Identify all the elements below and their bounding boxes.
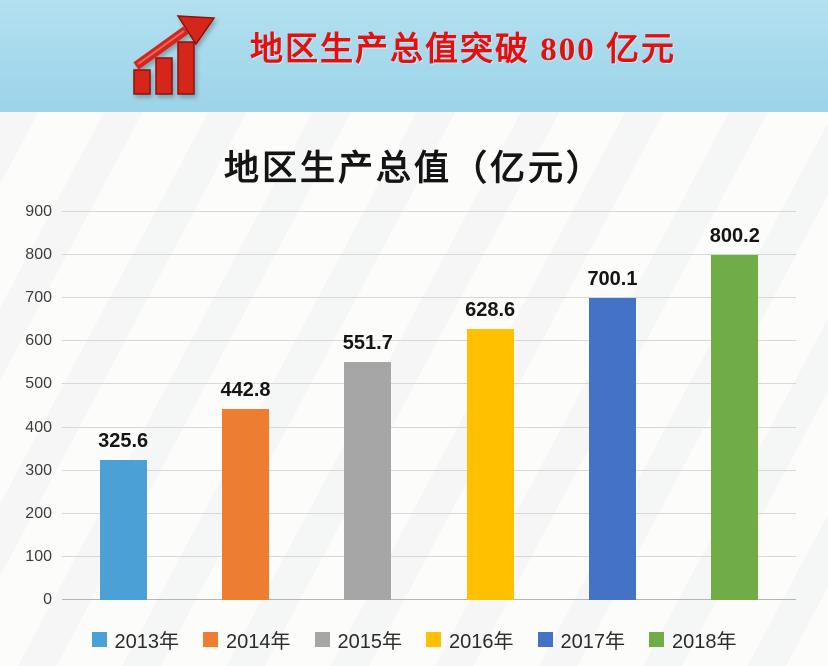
banner-title: 地区生产总值突破 800 亿元 <box>250 32 676 68</box>
y-axis-tick-label: 600 <box>25 332 52 350</box>
legend-label: 2017年 <box>560 631 626 653</box>
bar-column-2017年: 700.1 <box>557 212 667 600</box>
legend-swatch <box>649 632 664 647</box>
bar-column-2015年: 551.7 <box>313 212 423 600</box>
bar-value-label: 325.6 <box>98 429 149 452</box>
gridline <box>62 340 796 342</box>
gridline <box>62 469 796 471</box>
rising-bar-chart-icon <box>128 14 220 98</box>
gridline <box>62 555 796 557</box>
gridline <box>62 426 796 428</box>
legend-swatch <box>203 632 218 647</box>
gridline <box>62 512 796 514</box>
legend-label: 2016年 <box>449 631 514 653</box>
gridline <box>62 254 796 256</box>
legend-item-2016年: 2016年 <box>426 625 514 654</box>
legend: 2013年 2014年 2015年 2016年 2017年 2018年 <box>0 625 828 654</box>
bar-column-2016年: 628.6 <box>435 212 545 600</box>
header-banner: 地区生产总值突破 800 亿元 <box>0 0 828 112</box>
bar-series: 325.6 442.8 551.7 628.6 700.1 800.2 <box>62 212 796 600</box>
bar-column-2014年: 442.8 <box>190 212 300 600</box>
legend-swatch <box>537 632 553 647</box>
legend-item-2018年: 2018年 <box>649 625 737 654</box>
y-axis-tick-label: 700 <box>25 289 52 307</box>
chart-section: 地区生产总值（亿元） 0 100 200 300 400 500 600 700 800 900 … <box>0 112 828 666</box>
bar-value-label: 800.2 <box>709 225 760 248</box>
legend-item-2015年: 2015年 <box>314 625 403 654</box>
y-axis-tick-label: 500 <box>25 375 52 393</box>
legend-item-2014年: 2014年 <box>203 625 291 654</box>
legend-swatch <box>91 632 107 647</box>
gridline <box>62 297 796 299</box>
bar-2018年 <box>711 255 759 600</box>
bar-2013年 <box>99 459 147 600</box>
y-axis-tick-label: 100 <box>25 547 52 565</box>
bar-column-2013年: 325.6 <box>68 212 178 600</box>
bar-chart-plot-area: 0 100 200 300 400 500 600 700 800 900 325.6 442.8 5… <box>25 204 796 608</box>
y-axis-tick-label: 200 <box>25 504 52 522</box>
bar-2017年 <box>588 298 636 600</box>
legend-label: 2014年 <box>226 631 291 653</box>
y-axis-tick-label: 900 <box>25 203 52 220</box>
bar-value-label: 628.6 <box>465 299 516 322</box>
legend-swatch <box>314 632 330 647</box>
chart-title: 地区生产总值（亿元） <box>223 149 604 188</box>
legend-label: 2015年 <box>337 631 403 653</box>
bar-2015年 <box>344 362 392 600</box>
bar-column-2018年: 800.2 <box>680 212 790 600</box>
gridline <box>62 383 796 385</box>
legend-item-2017年: 2017年 <box>537 625 626 654</box>
y-axis-tick-label: 400 <box>25 418 52 436</box>
y-axis-tick-label: 300 <box>25 461 52 479</box>
y-axis-tick-label: 800 <box>25 246 52 264</box>
bar-value-label: 700.1 <box>587 268 638 291</box>
legend-item-2013年: 2013年 <box>91 625 180 654</box>
gridline <box>62 599 796 600</box>
bar-2016年 <box>466 329 514 600</box>
bar-value-label: 442.8 <box>220 379 271 402</box>
gridline <box>62 211 796 212</box>
legend-label: 2018年 <box>672 631 737 653</box>
y-axis-tick-label: 0 <box>43 591 52 608</box>
legend-label: 2013年 <box>114 631 180 653</box>
bar-2014年 <box>221 409 269 600</box>
bar-value-label: 551.7 <box>342 332 393 355</box>
legend-swatch <box>426 632 441 647</box>
